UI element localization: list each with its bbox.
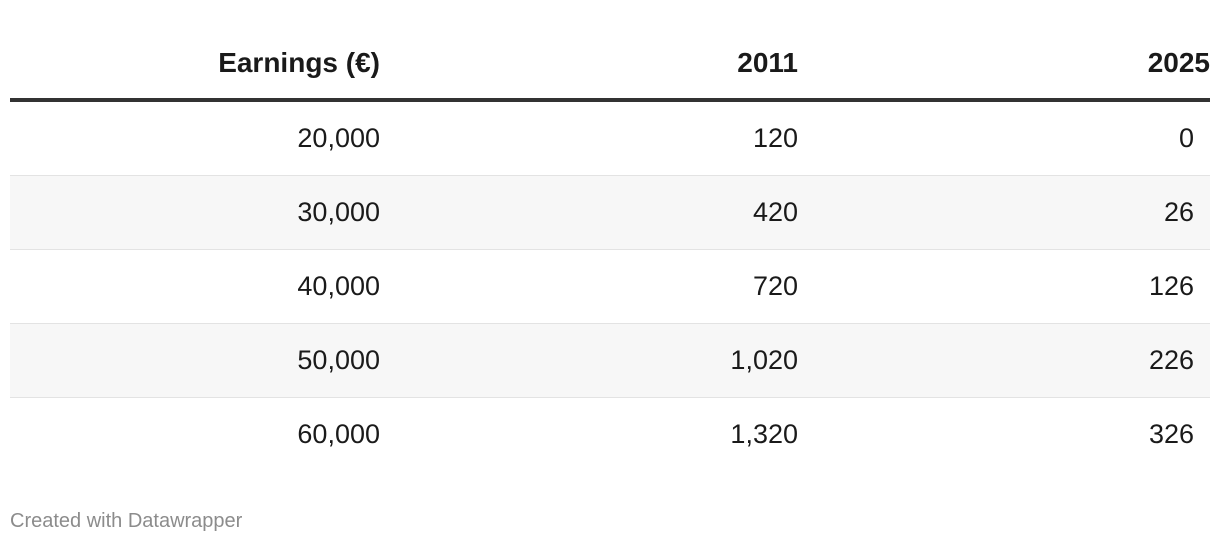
cell-earnings: 30,000 <box>10 175 380 250</box>
cell-2011: 720 <box>380 249 798 324</box>
cell-2011: 1,020 <box>380 323 798 398</box>
cell-earnings: 40,000 <box>10 249 380 324</box>
table-row: 60,000 1,320 326 <box>10 398 1210 472</box>
data-table-container: Earnings (€) 2011 2025 20,000 120 0 30,0… <box>10 28 1210 471</box>
cell-earnings: 50,000 <box>10 323 380 398</box>
column-header-2011[interactable]: 2011 <box>380 28 798 102</box>
table-row: 30,000 420 26 <box>10 175 1210 250</box>
column-header-2025[interactable]: 2025 <box>798 28 1210 102</box>
table-row: 40,000 720 126 <box>10 249 1210 324</box>
datawrapper-credit[interactable]: Created with Datawrapper <box>10 510 243 532</box>
cell-2011: 120 <box>380 100 798 176</box>
table-header-row: Earnings (€) 2011 2025 <box>10 28 1210 102</box>
cell-2011: 1,320 <box>730 419 798 449</box>
cell-earnings: 60,000 <box>297 419 380 449</box>
cell-2025: 226 <box>798 323 1210 398</box>
cell-2025: 26 <box>798 175 1210 250</box>
cell-2025: 326 <box>1148 419 1194 449</box>
table-row: 50,000 1,020 226 <box>10 323 1210 398</box>
table-row: 20,000 120 0 <box>10 100 1210 176</box>
cell-2025: 126 <box>798 249 1210 324</box>
cell-2011: 420 <box>380 175 798 250</box>
cell-2025: 0 <box>798 100 1210 176</box>
data-table: Earnings (€) 2011 2025 20,000 120 0 30,0… <box>10 28 1210 471</box>
column-header-earnings[interactable]: Earnings (€) <box>10 28 380 102</box>
cell-earnings: 20,000 <box>10 100 380 176</box>
